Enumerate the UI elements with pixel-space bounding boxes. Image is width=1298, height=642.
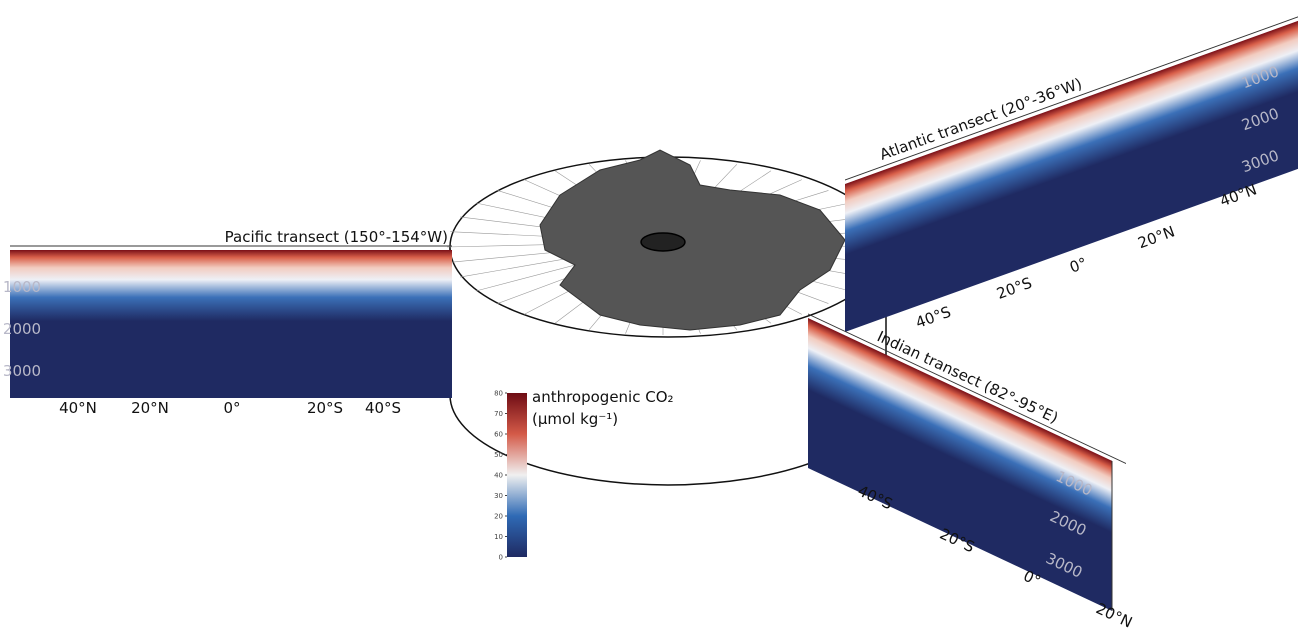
pacific-section: Pacific transect (150°-154°W)	[10, 228, 452, 398]
latitude-label: 20°N	[131, 399, 169, 417]
depth-label: 1000	[3, 278, 41, 296]
colorbar-tick-label: 30	[494, 492, 503, 500]
colorbar-tick-label: 0	[499, 554, 503, 562]
atlantic-section	[845, 17, 1298, 332]
colorbar: anthropogenic CO₂ (µmol kg⁻¹)	[507, 388, 674, 557]
latitude-label: 40°S	[913, 303, 953, 332]
depth-label: 3000	[3, 362, 41, 380]
depth-label: 2000	[3, 320, 41, 338]
latitude-label: 40°N	[59, 399, 97, 417]
colorbar-tick-label: 40	[494, 472, 503, 480]
colorbar-label: anthropogenic CO₂	[532, 388, 674, 406]
colorbar-units: (µmol kg⁻¹)	[532, 410, 618, 428]
colorbar-tick-label: 50	[494, 451, 503, 459]
colorbar-tick-label: 20	[494, 513, 503, 521]
colorbar-tick-label: 70	[494, 410, 503, 418]
figure: Pacific transect (150°-154°W) Atlantic t…	[0, 0, 1298, 638]
colorbar-tick-label: 10	[494, 533, 503, 541]
colorbar-tick-label: 60	[494, 431, 503, 439]
colorbar-tick-label: 80	[494, 390, 503, 398]
latitude-label: 20°N	[1093, 599, 1135, 631]
latitude-label: 20°N	[1135, 222, 1177, 252]
latitude-label: 0°	[223, 399, 240, 417]
pacific-title: Pacific transect (150°-154°W)	[225, 228, 448, 246]
latitude-label: 0°	[1067, 254, 1089, 277]
latitude-label: 20°S	[307, 399, 343, 417]
latitude-label: 40°S	[365, 399, 401, 417]
latitude-label: 20°S	[994, 274, 1034, 303]
